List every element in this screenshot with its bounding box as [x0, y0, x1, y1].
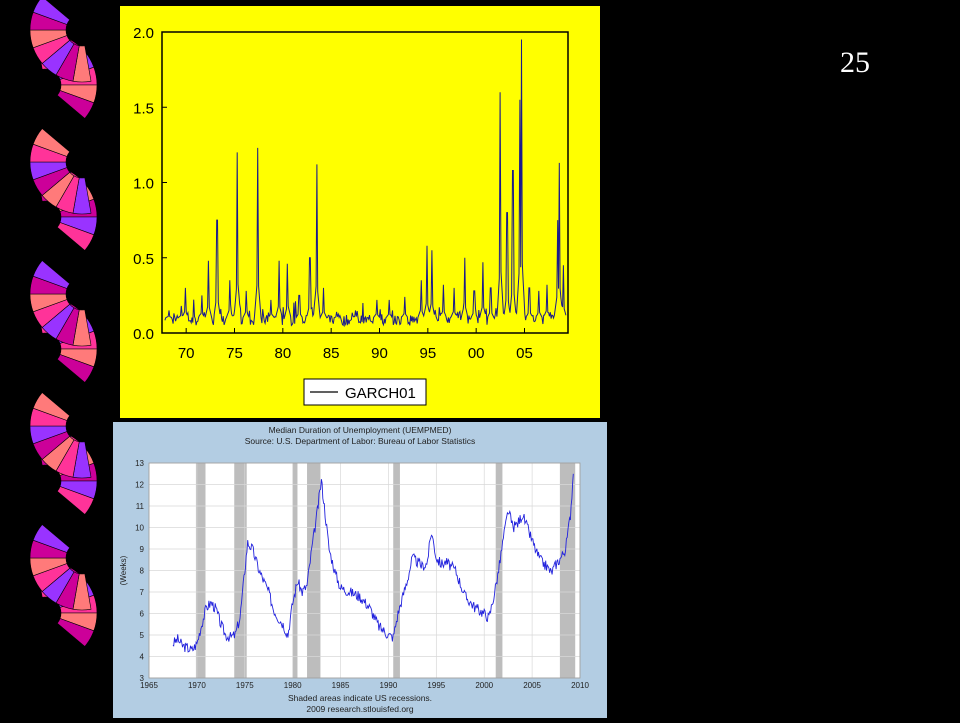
fan-segment — [32, 524, 71, 553]
x-tick-label: 75 — [226, 345, 243, 362]
fan-segment — [32, 0, 71, 25]
chart-subtitle: Source: U.S. Department of Labor: Bureau… — [245, 436, 476, 446]
x-tick-label: 2005 — [523, 681, 541, 690]
garch-chart: 0.0 0.5 1.0 1.5 2.0 70 75 80 85 90 95 00 05 GARCH01 — [133, 25, 569, 406]
credit: 2009 research.stlouisfed.org — [306, 704, 414, 714]
y-tick-label: 7 — [140, 588, 145, 597]
fan-segment — [56, 90, 95, 119]
fan-segment — [56, 354, 95, 383]
fan-icon — [29, 524, 92, 611]
x-tick-label: 05 — [516, 345, 533, 362]
garch-chart-panel: 0.0 0.5 1.0 1.5 2.0 70 75 80 85 90 95 00 05 GARCH01 — [120, 6, 600, 418]
x-tick-label: 1965 — [140, 681, 158, 690]
x-tick-label: 00 — [468, 345, 485, 362]
fan-segment — [32, 128, 71, 157]
fan-icon — [29, 260, 92, 347]
y-tick-label: 1.0 — [133, 176, 154, 193]
plot-frame — [161, 31, 569, 334]
fan-icon — [29, 0, 92, 83]
y-tick-label: 5 — [140, 631, 145, 640]
x-tick-label: 70 — [178, 345, 195, 362]
pinwheel-fan-decoration — [29, 0, 98, 647]
x-tick-label: 1975 — [236, 681, 254, 690]
x-tick-label: 2000 — [475, 681, 493, 690]
uemp-chart: Median Duration of Unemployment (UEMPMED… — [119, 425, 589, 714]
y-tick-label: 11 — [136, 502, 145, 511]
y-tick-label: 13 — [135, 459, 144, 468]
fan-segment — [32, 260, 71, 289]
fan-segment — [56, 618, 95, 647]
y-tick-label: 8 — [140, 567, 145, 576]
y-tick-label: 3 — [140, 674, 145, 683]
x-tick-label: 1980 — [284, 681, 302, 690]
y-tick-label: 0.0 — [133, 326, 154, 343]
fan-icon — [29, 392, 92, 479]
chart-title: Median Duration of Unemployment (UEMPMED… — [269, 425, 452, 435]
x-tick-label: 1985 — [332, 681, 350, 690]
x-tick-label: 2010 — [571, 681, 589, 690]
legend-label: GARCH01 — [345, 385, 416, 402]
footnote: Shaded areas indicate US recessions. — [288, 693, 432, 703]
x-tick-label: 80 — [274, 345, 291, 362]
uemp-chart-panel: Median Duration of Unemployment (UEMPMED… — [113, 422, 607, 718]
y-tick-label: 12 — [135, 481, 144, 490]
y-tick-label: 6 — [140, 610, 145, 619]
y-tick-label: 1.5 — [133, 100, 154, 117]
x-tick-label: 1970 — [188, 681, 206, 690]
uemp-series-line — [172, 473, 574, 653]
y-tick-label: 9 — [140, 545, 145, 554]
x-tick-label: 90 — [371, 345, 388, 362]
y-tick-label: 2.0 — [133, 25, 154, 42]
plot-frame — [148, 462, 581, 679]
y-tick-label: 4 — [140, 653, 145, 662]
x-tick-label: 1990 — [380, 681, 398, 690]
y-axis-label: (Weeks) — [119, 555, 128, 585]
fan-icon — [29, 128, 92, 215]
fan-segment — [32, 392, 71, 421]
y-tick-label: 0.5 — [133, 251, 154, 268]
fan-segment — [56, 222, 95, 251]
slide-number: 25 — [840, 46, 870, 79]
fan-segment — [56, 486, 95, 515]
x-tick-label: 95 — [419, 345, 436, 362]
x-tick-label: 1995 — [427, 681, 445, 690]
y-tick-label: 10 — [135, 524, 144, 533]
garch-series-line — [164, 39, 567, 328]
legend: GARCH01 — [303, 378, 427, 406]
x-tick-label: 85 — [323, 345, 340, 362]
